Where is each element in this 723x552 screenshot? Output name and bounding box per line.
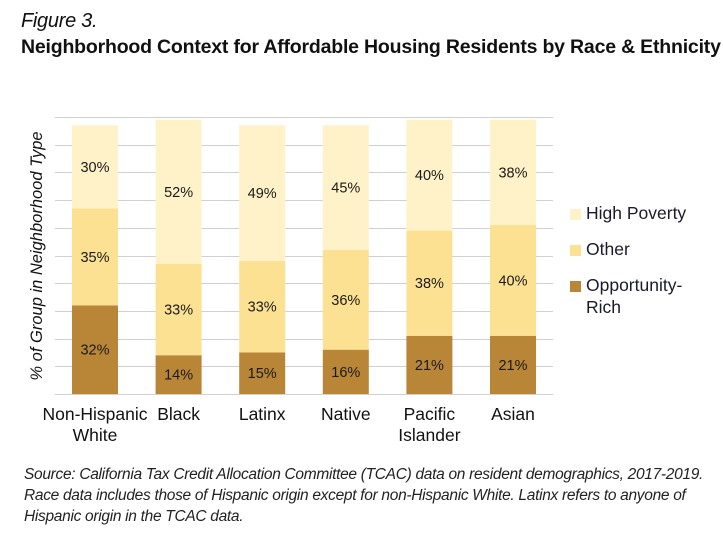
legend-label: Other bbox=[586, 239, 630, 259]
x-tick-label: Native bbox=[321, 404, 371, 424]
legend-swatch bbox=[570, 209, 581, 220]
data-label: 16% bbox=[331, 365, 360, 381]
bar-segment-high-poverty bbox=[406, 119, 453, 231]
stacked-bar-chart: 32% 35% 30% 14% 33% 52% 15% 33% 49% 16% 36% 45% 21% 3… bbox=[28, 117, 553, 445]
bar-segment-high-poverty bbox=[239, 125, 286, 262]
bar-segment-opportunity-rich bbox=[490, 335, 536, 394]
bar-segment-other bbox=[322, 249, 369, 350]
legend-item-opportunity-rich: Opportunity-Rich bbox=[570, 274, 706, 318]
data-label: 35% bbox=[80, 250, 109, 266]
x-tick-label: Pacific Islander bbox=[398, 404, 460, 445]
data-label: 14% bbox=[164, 368, 193, 384]
legend-label: High Poverty bbox=[586, 203, 687, 223]
data-label: 38% bbox=[415, 276, 444, 292]
data-label: 21% bbox=[498, 358, 527, 374]
x-tick-label: Latinx bbox=[239, 404, 286, 424]
chart-title: Neighborhood Context for Affordable Hous… bbox=[21, 36, 721, 58]
legend-item-high-poverty: High Poverty bbox=[570, 202, 706, 224]
data-label: 15% bbox=[248, 366, 277, 382]
legend-item-other: Other bbox=[570, 238, 706, 260]
data-label: 49% bbox=[248, 186, 277, 202]
bar-segment-other bbox=[239, 261, 286, 353]
data-label: 32% bbox=[80, 343, 109, 359]
bar-segment-opportunity-rich bbox=[239, 352, 286, 394]
bar-segment-opportunity-rich bbox=[155, 355, 202, 394]
legend-label: Opportunity-Rich bbox=[586, 275, 683, 317]
bar-segment-other bbox=[72, 208, 118, 306]
x-tick-label: Black bbox=[157, 404, 200, 424]
data-label: 30% bbox=[80, 160, 109, 176]
bar-segment-high-poverty bbox=[155, 119, 202, 264]
source-note: Source: California Tax Credit Allocation… bbox=[24, 466, 704, 525]
x-tick-label: Non-Hispanic White bbox=[42, 404, 147, 445]
data-labels: 32% 35% 30% 14% 33% 52% 15% 33% 49% 16% 36% 45% 21% 3… bbox=[80, 160, 527, 384]
legend-swatch bbox=[570, 245, 581, 256]
data-label: 40% bbox=[498, 273, 527, 289]
legend-swatch bbox=[570, 281, 581, 292]
data-label: 36% bbox=[331, 293, 360, 309]
legend: High Poverty Other Opportunity-Rich bbox=[570, 202, 706, 332]
bar-segment-opportunity-rich bbox=[406, 335, 453, 394]
data-label: 38% bbox=[498, 165, 527, 181]
data-label: 40% bbox=[415, 168, 444, 184]
bar-segment-other bbox=[155, 263, 202, 356]
data-label: 33% bbox=[164, 303, 193, 319]
bar-segment-high-poverty bbox=[72, 125, 118, 209]
bar-segment-other bbox=[406, 230, 453, 336]
figure-label: Figure 3. bbox=[21, 10, 98, 32]
data-label: 33% bbox=[248, 300, 277, 316]
data-label: 45% bbox=[331, 181, 360, 197]
bar-segment-opportunity-rich bbox=[322, 349, 369, 394]
bar-segment-high-poverty bbox=[322, 125, 369, 250]
y-axis-label: % of Group in Neighborhood Type bbox=[28, 131, 46, 380]
bar-segment-opportunity-rich bbox=[72, 305, 118, 394]
gridlines bbox=[55, 117, 553, 395]
bar-segment-high-poverty bbox=[490, 119, 536, 226]
data-label: 21% bbox=[415, 358, 444, 374]
x-tick-labels: Non-Hispanic White Black Latinx Native Pacifi… bbox=[42, 404, 534, 445]
x-tick-label: Asian bbox=[491, 404, 535, 424]
data-label: 52% bbox=[164, 185, 193, 201]
bars bbox=[72, 119, 536, 394]
bar-segment-other bbox=[490, 225, 536, 336]
